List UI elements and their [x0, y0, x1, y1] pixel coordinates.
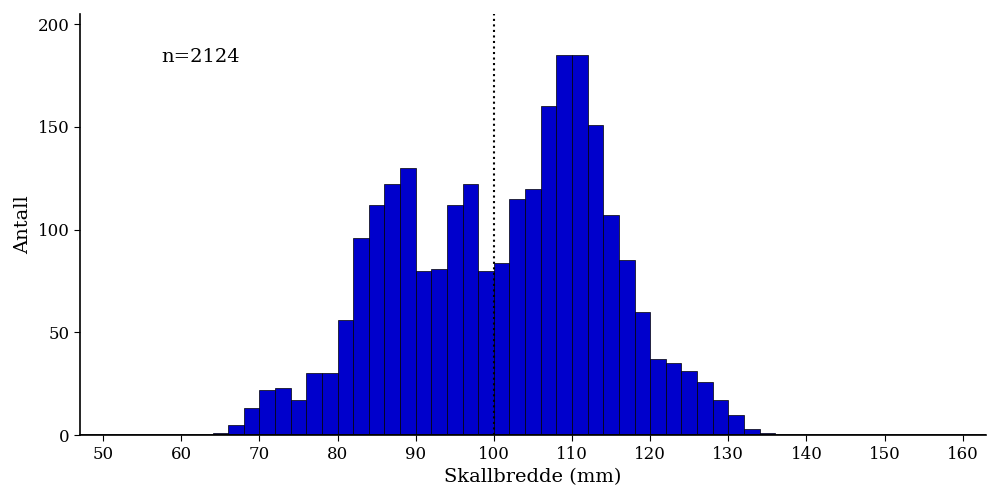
Bar — [400, 168, 416, 435]
Bar — [228, 425, 244, 435]
Bar — [369, 205, 384, 435]
Bar — [635, 312, 650, 435]
Bar — [431, 268, 447, 435]
Bar — [447, 205, 463, 435]
Bar — [353, 238, 369, 435]
Bar — [463, 184, 478, 435]
Y-axis label: Antall: Antall — [14, 195, 32, 254]
Bar — [760, 433, 775, 435]
Bar — [556, 55, 572, 435]
Bar — [541, 106, 556, 435]
Bar — [588, 125, 603, 435]
Bar — [384, 184, 400, 435]
Bar — [259, 390, 275, 435]
Bar — [619, 260, 635, 435]
Bar — [650, 359, 666, 435]
Bar — [572, 55, 588, 435]
Bar — [681, 372, 697, 435]
Bar — [603, 216, 619, 435]
Bar — [338, 320, 353, 435]
Bar — [416, 270, 431, 435]
X-axis label: Skallbredde (mm): Skallbredde (mm) — [444, 468, 622, 486]
Bar — [713, 400, 728, 435]
Bar — [509, 199, 525, 435]
Bar — [728, 414, 744, 435]
Text: n=2124: n=2124 — [161, 48, 240, 66]
Bar — [744, 429, 760, 435]
Bar — [244, 408, 259, 435]
Bar — [306, 374, 322, 435]
Bar — [213, 433, 228, 435]
Bar — [275, 388, 291, 435]
Bar — [494, 262, 509, 435]
Bar — [478, 270, 494, 435]
Bar — [525, 188, 541, 435]
Bar — [697, 382, 713, 435]
Bar — [291, 400, 306, 435]
Bar — [322, 374, 338, 435]
Bar — [666, 363, 681, 435]
